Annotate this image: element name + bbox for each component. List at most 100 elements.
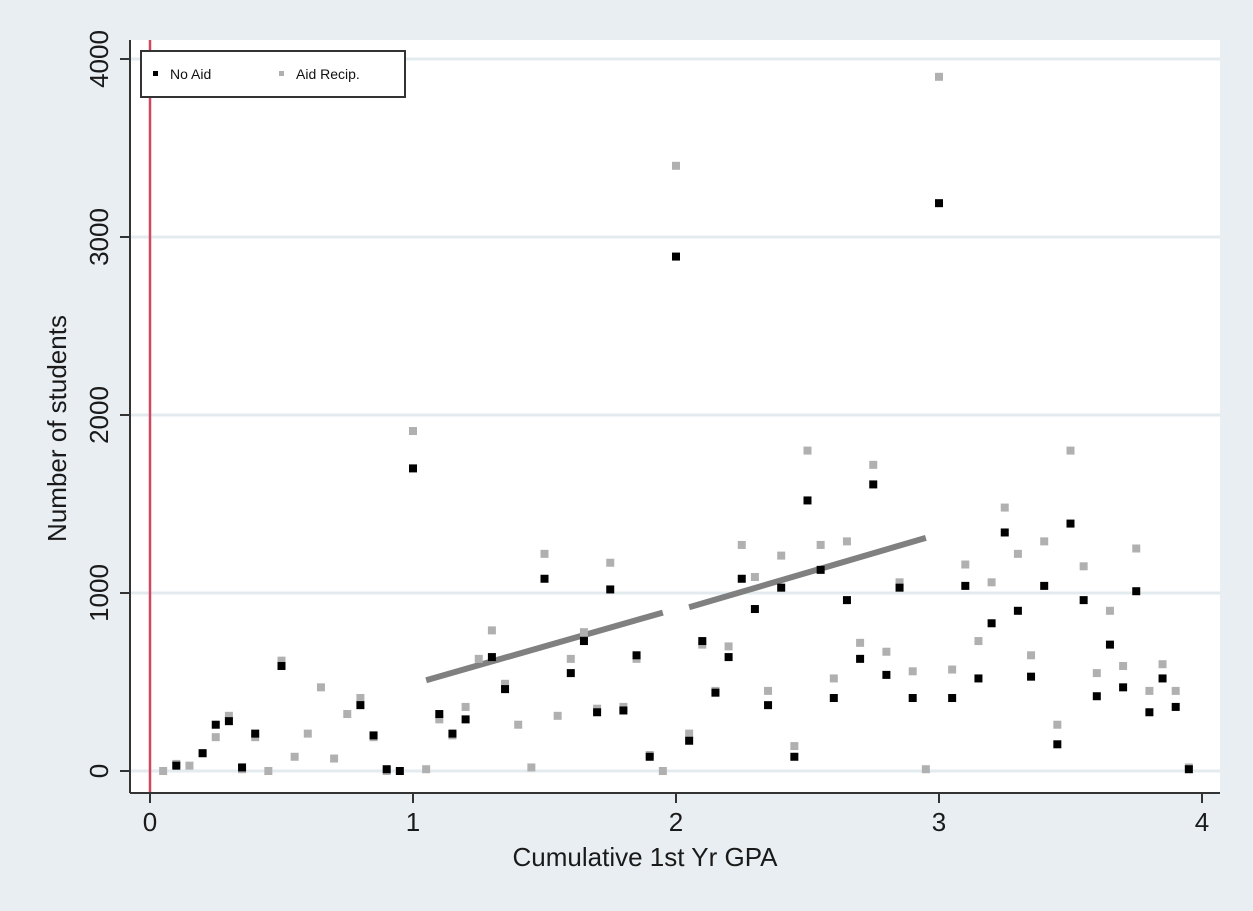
point-aid-recip [856, 638, 865, 647]
point-aid-recip [672, 161, 680, 170]
point-aid-recip [1132, 544, 1141, 553]
point-no-aid [501, 685, 510, 694]
point-no-aid [1000, 528, 1009, 537]
x-tick-label: 0 [143, 807, 157, 837]
point-no-aid [566, 669, 575, 678]
legend-label-no-aid: No Aid [170, 66, 211, 82]
point-no-aid [869, 480, 878, 489]
point-no-aid [487, 653, 496, 662]
point-aid-recip [540, 549, 549, 558]
point-aid-recip [409, 427, 417, 436]
point-aid-recip [1119, 661, 1128, 670]
point-aid-recip [487, 626, 496, 635]
point-aid-recip [1053, 720, 1062, 729]
point-no-aid [369, 731, 378, 740]
point-no-aid [632, 651, 641, 660]
point-aid-recip [501, 679, 510, 688]
point-aid-recip [921, 765, 930, 774]
point-no-aid [1079, 596, 1088, 605]
point-no-aid [540, 574, 549, 583]
x-axis-title: Cumulative 1st Yr GPA [513, 842, 779, 872]
point-no-aid [1145, 708, 1154, 717]
point-aid-recip [974, 637, 983, 646]
point-aid-recip [737, 540, 746, 549]
point-aid-recip [159, 767, 168, 775]
point-aid-recip [829, 674, 838, 683]
point-aid-recip [1145, 686, 1154, 695]
point-aid-recip [316, 683, 325, 692]
point-aid-recip [948, 665, 957, 674]
point-no-aid [448, 729, 457, 738]
point-aid-recip [224, 711, 233, 720]
point-aid-recip [566, 654, 575, 663]
y-tick-label: 2000 [84, 386, 114, 444]
fit-line [425, 609, 664, 684]
point-no-aid [1132, 587, 1141, 596]
point-aid-recip [790, 742, 799, 751]
point-no-aid [1092, 692, 1101, 701]
point-aid-recip [908, 667, 917, 676]
point-no-aid [238, 763, 247, 772]
y-tick-label: 4000 [84, 30, 114, 88]
point-no-aid [277, 661, 286, 670]
point-aid-recip [1105, 606, 1114, 615]
point-aid-recip [422, 765, 431, 774]
point-no-aid [803, 496, 812, 505]
point-aid-recip [356, 694, 365, 703]
point-no-aid [251, 729, 260, 738]
y-tick-label: 1000 [84, 564, 114, 622]
point-no-aid [461, 715, 470, 724]
point-no-aid [974, 674, 983, 683]
point-no-aid [1158, 674, 1167, 683]
fit-lines [425, 534, 927, 684]
point-no-aid [672, 252, 680, 261]
x-tick-label: 4 [1195, 807, 1209, 837]
point-aid-recip [211, 733, 220, 742]
point-no-aid [435, 710, 444, 719]
point-no-aid [172, 761, 181, 770]
point-aid-recip [1079, 562, 1088, 571]
point-aid-recip [303, 729, 312, 738]
legend: No Aid Aid Recip. [140, 50, 406, 98]
point-aid-recip [658, 767, 667, 775]
point-no-aid [882, 670, 891, 679]
point-aid-recip [185, 761, 194, 770]
point-aid-recip [724, 642, 733, 651]
legend-label-aid-recip: Aid Recip. [296, 66, 360, 82]
point-no-aid [395, 767, 404, 775]
point-aid-recip [842, 537, 851, 546]
point-no-aid [1053, 740, 1062, 749]
point-aid-recip [1171, 686, 1180, 695]
point-aid-recip [330, 754, 339, 763]
point-aid-recip [264, 767, 273, 775]
point-no-aid [711, 688, 720, 697]
point-aid-recip [1092, 669, 1101, 678]
data-points [159, 72, 1193, 775]
point-aid-recip [343, 710, 352, 719]
point-no-aid [987, 619, 996, 628]
point-no-aid [948, 694, 957, 703]
fit-line [688, 534, 927, 611]
point-no-aid [895, 583, 904, 592]
y-axis-title: Number of students [42, 315, 72, 542]
point-no-aid [1027, 672, 1036, 681]
point-no-aid [961, 581, 970, 590]
point-aid-recip [1066, 446, 1075, 455]
point-no-aid [856, 654, 865, 663]
point-no-aid [842, 596, 851, 605]
point-no-aid [1013, 606, 1022, 615]
tick-marks: 0 1 2 3 4 0 1000 2000 3000 4000 [84, 30, 1209, 837]
x-tick-label: 2 [669, 807, 683, 837]
point-no-aid [224, 717, 233, 726]
point-aid-recip [527, 763, 536, 772]
point-aid-recip [803, 446, 812, 455]
point-aid-recip [816, 540, 825, 549]
point-no-aid [409, 464, 417, 473]
point-aid-recip [935, 72, 943, 81]
point-no-aid [1184, 765, 1193, 774]
point-aid-recip [987, 578, 996, 587]
point-no-aid [1066, 519, 1075, 528]
point-aid-recip [514, 720, 523, 729]
legend-swatch-no-aid [153, 71, 158, 76]
